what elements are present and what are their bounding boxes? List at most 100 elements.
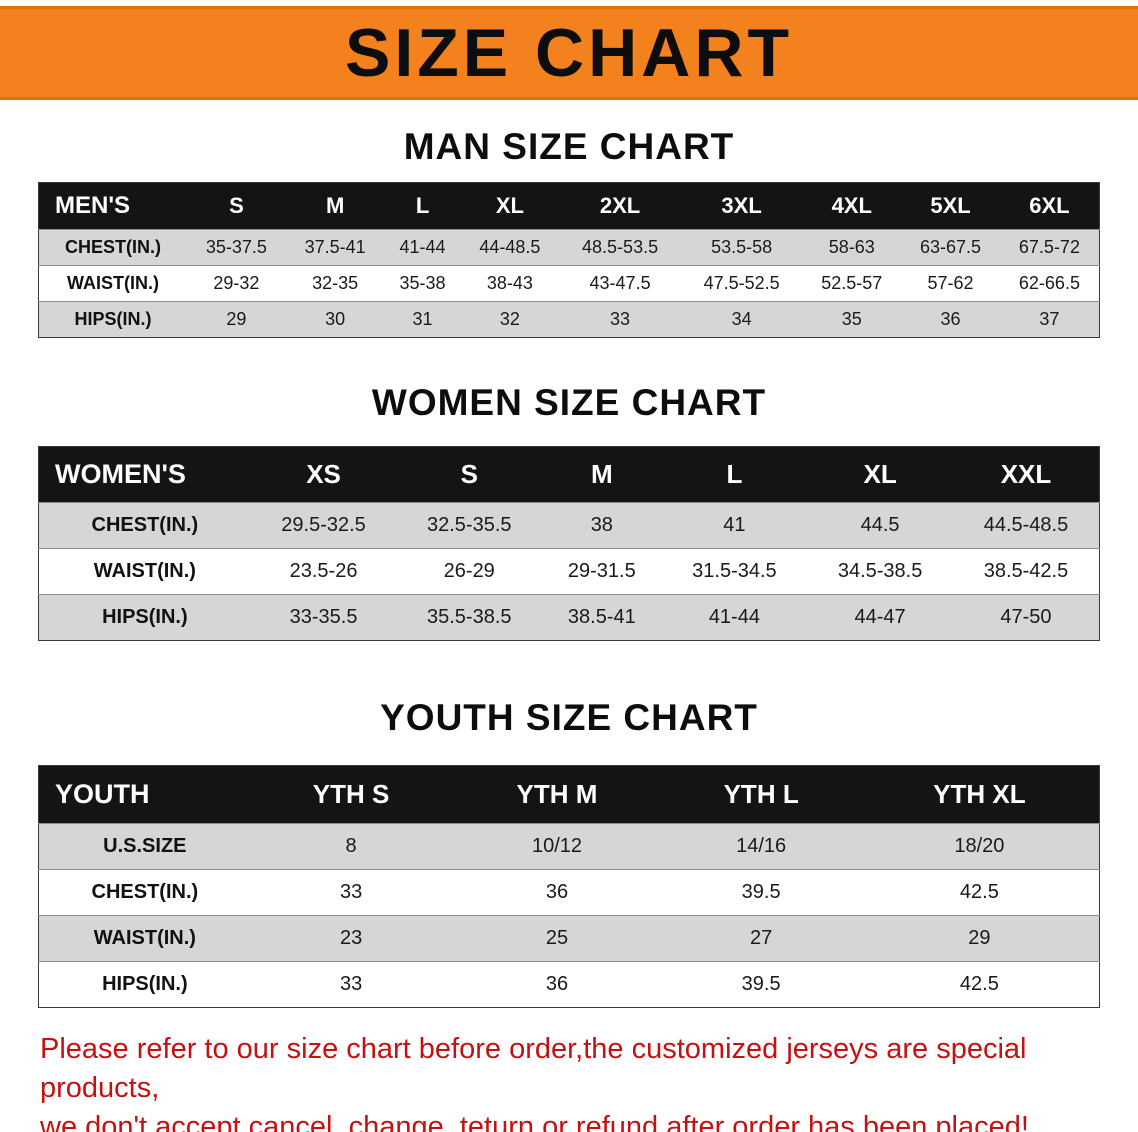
size-value-cell: 10/12: [531, 835, 583, 857]
row-label-cell: HIPS(IN.): [74, 309, 152, 329]
size-table: WOMEN'S XS S M L XL XXL CHEST(IN.) 29.5-32.5 32.5…: [38, 446, 1100, 641]
size-value-cell: 63-67.5: [919, 237, 982, 257]
size-value-cell: 57-62: [927, 273, 974, 293]
size-value-cell: 36: [545, 973, 569, 995]
size-value-cell: 14/16: [736, 835, 787, 857]
size-value-cell: 44.5-48.5: [983, 514, 1069, 536]
women-size-table: WOMEN'S XS S M L XL XXL CHEST(IN.) 29.5-32.5 32.5…: [38, 446, 1100, 641]
youth-size-chart-heading: YOUTH SIZE CHART: [380, 697, 758, 738]
table-title-cell: WOMEN'S: [38, 446, 251, 503]
row-label-cell: CHEST(IN.): [91, 514, 199, 536]
size-value-cell: 23.5-26: [289, 560, 358, 582]
size-column-header: L: [661, 446, 808, 503]
size-value-cell: 62-66.5: [1018, 273, 1080, 293]
size-value-cell: 29-31.5: [567, 560, 636, 582]
size-chart-title: SIZE CHART: [345, 15, 793, 91]
row-label-cell: HIPS(IN.): [102, 973, 188, 995]
size-column-header: XL: [807, 446, 953, 503]
size-value-cell: 36: [940, 309, 961, 329]
size-column-header: 5XL: [901, 182, 1000, 230]
size-column-header: YTH M: [451, 765, 663, 824]
size-value-cell: 41: [723, 514, 746, 536]
size-column-header: 4XL: [802, 182, 902, 230]
size-value-cell: 39.5: [741, 881, 781, 903]
size-table: YOUTH YTH S YTH M YTH L YTH XL U.S.SIZE 8 10/12…: [38, 765, 1100, 1008]
size-value-cell: 26-29: [443, 560, 495, 582]
table-title-cell: YOUTH: [38, 765, 251, 824]
size-value-cell: 47.5-52.5: [703, 273, 780, 293]
row-label-cell: HIPS(IN.): [102, 606, 188, 628]
table-header-row: MEN'S S M L XL 2XL 3XL 4XL 5XL 6XL: [38, 182, 1100, 230]
table-row: HIPS(IN.) 29 30 31 32 33 34 35 36 37: [38, 301, 1100, 338]
table-row: WAIST(IN.) 23.5-26 26-29 29-31.5 31.5-34.5 34…: [38, 548, 1100, 595]
size-value-cell: 38-43: [486, 273, 533, 293]
size-value-cell: 33: [339, 881, 363, 903]
table-row: WAIST(IN.) 23 25 27 29: [38, 915, 1100, 962]
size-value-cell: 8: [345, 835, 357, 857]
size-value-cell: 39.5: [741, 973, 781, 995]
row-label-cell: WAIST(IN.): [93, 927, 196, 949]
size-column-header: 6XL: [999, 182, 1100, 230]
size-value-cell: 23: [339, 927, 363, 949]
size-column-header: S: [396, 446, 543, 503]
youth-size-table: YOUTH YTH S YTH M YTH L YTH XL U.S.SIZE 8 10/12…: [38, 765, 1100, 1008]
size-column-header: XXL: [952, 446, 1100, 503]
table-row: WAIST(IN.) 29-32 32-35 35-38 38-43 43-47.5 47.…: [38, 265, 1100, 302]
size-value-cell: 38.5-42.5: [983, 560, 1069, 582]
size-value-cell: 34: [731, 309, 752, 329]
size-value-cell: 58-63: [828, 237, 875, 257]
table-row: CHEST(IN.) 33 36 39.5 42.5: [38, 869, 1100, 916]
row-label-cell: WAIST(IN.): [67, 273, 160, 293]
size-column-header: 2XL: [559, 182, 681, 230]
size-column-header: S: [187, 182, 286, 230]
size-value-cell: 44.5: [860, 514, 900, 536]
size-column-header: M: [285, 182, 385, 230]
table-row: CHEST(IN.) 35-37.5 37.5-41 41-44 44-48.5 48.5…: [38, 229, 1100, 266]
size-value-cell: 48.5-53.5: [582, 237, 659, 257]
size-value-cell: 38: [590, 514, 613, 536]
size-value-cell: 32.5-35.5: [426, 514, 512, 536]
size-value-cell: 41-44: [399, 237, 446, 257]
size-value-cell: 37.5-41: [304, 237, 366, 257]
size-column-header: YTH L: [662, 765, 860, 824]
size-column-header: 3XL: [680, 182, 803, 230]
disclaimer: Please refer to our size chart before or…: [40, 1030, 1098, 1132]
women-size-chart-section: WOMEN SIZE CHART WOMEN'S XS S M L XL XXL CHEST(…: [0, 382, 1138, 641]
row-label-cell: CHEST(IN.): [65, 237, 162, 257]
women-size-chart-heading: WOMEN SIZE CHART: [371, 382, 767, 423]
size-value-cell: 33: [339, 973, 363, 995]
size-value-cell: 29: [968, 927, 991, 949]
youth-size-chart-section: YOUTH SIZE CHART YOUTH YTH S YTH M YTH L YTH…: [0, 697, 1138, 1008]
size-value-cell: 42.5: [959, 881, 999, 903]
size-value-cell: 32-35: [312, 273, 359, 293]
size-value-cell: 31: [412, 309, 433, 329]
size-column-header: L: [384, 182, 461, 230]
size-value-cell: 33: [610, 309, 631, 329]
table-row: CHEST(IN.) 29.5-32.5 32.5-35.5 38 41 44.5 44.5…: [38, 502, 1100, 549]
size-value-cell: 27: [750, 927, 773, 949]
size-chart-banner: SIZE CHART: [0, 6, 1138, 100]
disclaimer-line-1: Please refer to our size chart before or…: [40, 1033, 1027, 1105]
table-header-row: YOUTH YTH S YTH M YTH L YTH XL: [38, 765, 1100, 824]
size-value-cell: 35: [841, 309, 862, 329]
men-size-chart-heading: MAN SIZE CHART: [403, 126, 735, 167]
size-value-cell: 44-47: [854, 606, 906, 628]
size-table: MEN'S S M L XL 2XL 3XL 4XL 5XL 6XL CHEST(IN.) 35-37…: [38, 182, 1100, 338]
table-row: U.S.SIZE 8 10/12 14/16 18/20: [38, 823, 1100, 870]
size-value-cell: 67.5-72: [1018, 237, 1080, 257]
size-value-cell: 35-38: [399, 273, 446, 293]
size-value-cell: 38.5-41: [567, 606, 636, 628]
size-value-cell: 29: [226, 309, 247, 329]
size-column-header: XS: [250, 446, 397, 503]
size-value-cell: 34.5-38.5: [837, 560, 923, 582]
size-value-cell: 35.5-38.5: [426, 606, 512, 628]
size-value-cell: 32: [499, 309, 520, 329]
size-column-header: XL: [460, 182, 560, 230]
table-row: HIPS(IN.) 33-35.5 35.5-38.5 38.5-41 41-44 44-…: [38, 594, 1100, 641]
size-value-cell: 33-35.5: [289, 606, 358, 628]
size-value-cell: 29-32: [213, 273, 260, 293]
size-value-cell: 29.5-32.5: [281, 514, 366, 536]
size-value-cell: 44-48.5: [479, 237, 541, 257]
size-value-cell: 18/20: [954, 835, 1005, 857]
size-column-header: M: [542, 446, 662, 503]
